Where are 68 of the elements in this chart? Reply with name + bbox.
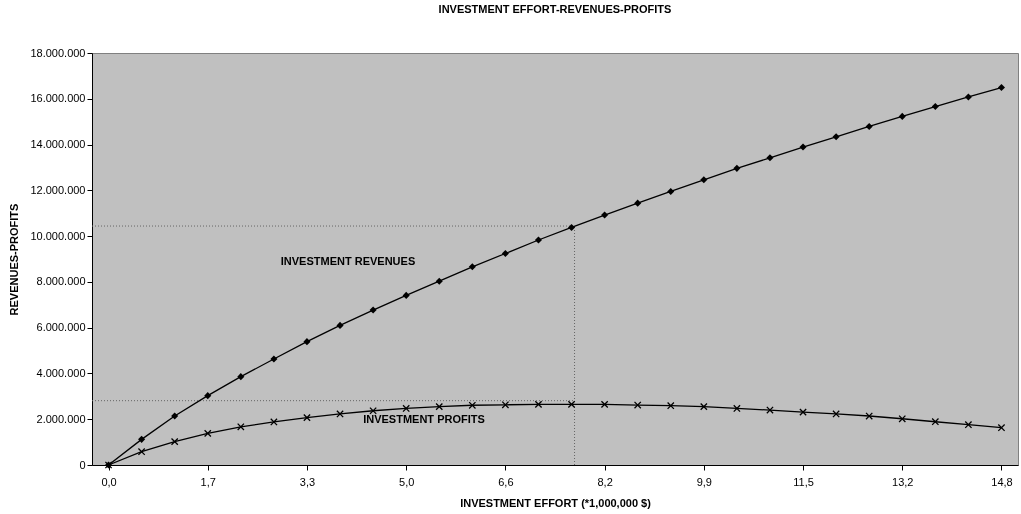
y-tick-label: 14.000.000 xyxy=(30,138,86,151)
chart-title: INVESTMENT EFFORT-REVENUES-PROFITS xyxy=(438,3,672,15)
y-axis-title: REVENUES-PROFITS xyxy=(8,203,21,316)
point xyxy=(799,143,807,151)
point xyxy=(204,392,212,400)
point xyxy=(568,223,576,231)
y-tick-label: 12.000.000 xyxy=(30,183,86,196)
point xyxy=(138,435,146,443)
point xyxy=(601,211,609,219)
point xyxy=(865,122,873,131)
point xyxy=(766,154,774,162)
point xyxy=(435,277,443,285)
x-tick-label: 1,7 xyxy=(200,475,216,488)
point xyxy=(700,176,708,184)
x-axis-title: INVESTMENT EFFORT (*1,000,000 $) xyxy=(460,496,652,509)
point xyxy=(435,402,444,411)
point xyxy=(137,447,146,456)
x-tick-label: 14,8 xyxy=(991,475,1013,488)
x-tick-label: 8,2 xyxy=(597,475,613,488)
point xyxy=(633,401,642,409)
point xyxy=(567,400,576,409)
point xyxy=(468,263,476,271)
point xyxy=(700,402,708,411)
point xyxy=(667,187,675,196)
point xyxy=(303,338,311,346)
point xyxy=(303,413,311,422)
point xyxy=(534,400,543,409)
x-tick-label: 11,5 xyxy=(793,475,814,488)
point xyxy=(865,412,873,420)
point xyxy=(964,93,972,101)
point xyxy=(799,408,807,416)
point xyxy=(203,429,212,438)
annotation: INVESTMENT PROFITS xyxy=(363,413,485,425)
point xyxy=(931,103,939,111)
point xyxy=(832,133,840,141)
y-tick-label: 0 xyxy=(79,458,86,471)
x-tick-label: 6,6 xyxy=(498,475,514,488)
y-tick-label: 8.000.000 xyxy=(36,275,86,288)
point xyxy=(171,412,179,420)
point xyxy=(733,164,741,172)
point xyxy=(898,112,906,120)
point xyxy=(501,400,510,409)
point xyxy=(402,291,410,299)
x-tick-label: 3,3 xyxy=(299,475,316,488)
point xyxy=(369,406,377,415)
point xyxy=(997,423,1006,432)
y-tick-label: 16.000.000 xyxy=(30,92,86,105)
y-tick-label: 18.000.000 xyxy=(30,46,86,59)
x-tick-label: 13,2 xyxy=(892,475,914,488)
point xyxy=(369,306,377,314)
annotation: INVESTMENT REVENUES xyxy=(280,255,416,267)
x-tick-label: 9,9 xyxy=(696,475,712,488)
point xyxy=(402,404,410,413)
point xyxy=(336,321,344,329)
point xyxy=(964,420,973,429)
point xyxy=(237,373,245,381)
y-tick-label: 6.000.000 xyxy=(36,321,86,334)
point xyxy=(270,355,278,363)
point xyxy=(501,249,509,258)
x-tick-label: 0,0 xyxy=(101,475,117,488)
point xyxy=(534,236,542,244)
point xyxy=(634,199,642,207)
point xyxy=(733,404,741,413)
x-tick-label: 5,0 xyxy=(399,475,415,488)
point xyxy=(997,84,1005,92)
y-tick-label: 4.000.000 xyxy=(36,366,86,379)
y-tick-label: 10.000.000 xyxy=(30,229,86,242)
y-tick-label: 2.000.000 xyxy=(36,412,86,425)
